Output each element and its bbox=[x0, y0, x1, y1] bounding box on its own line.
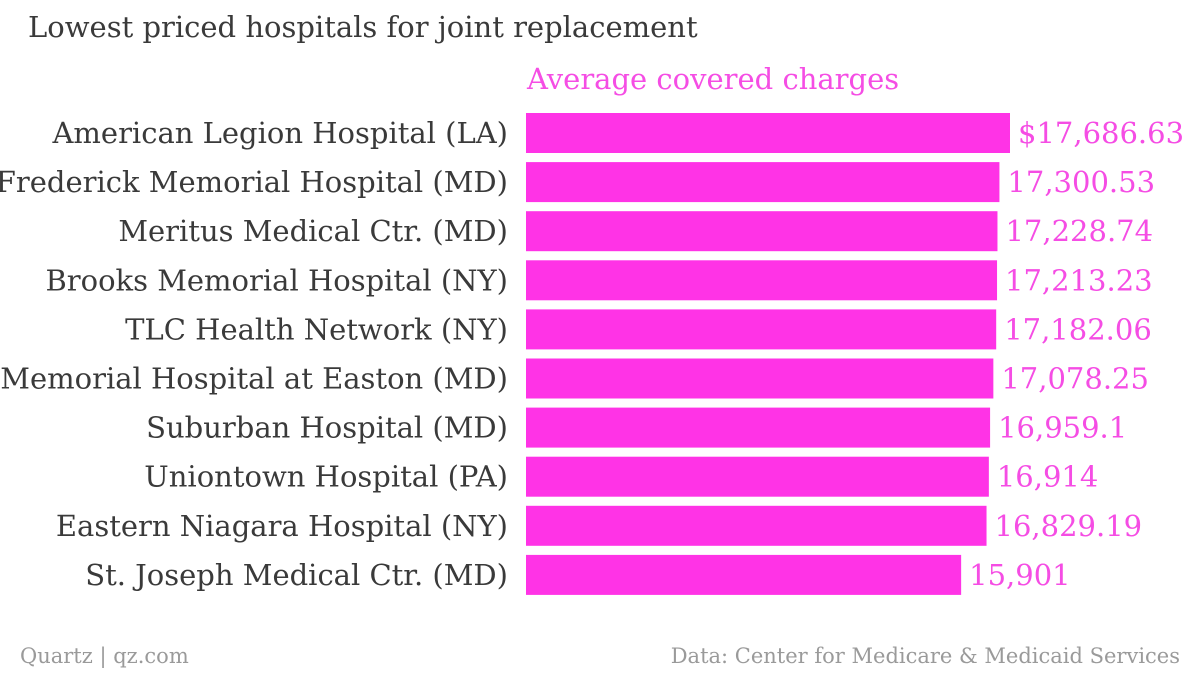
category-label: Uniontown Hospital (PA) bbox=[144, 460, 508, 494]
value-label: 15,901 bbox=[969, 558, 1070, 592]
category-label: St. Joseph Medical Ctr. (MD) bbox=[85, 558, 508, 592]
chart-title: Lowest priced hospitals for joint replac… bbox=[28, 10, 698, 44]
value-label: 17,078.25 bbox=[1001, 362, 1149, 396]
category-label: Meritus Medical Ctr. (MD) bbox=[118, 214, 508, 248]
category-label: TLC Health Network (NY) bbox=[125, 312, 508, 346]
series-label: Average covered charges bbox=[527, 62, 900, 96]
bar bbox=[526, 505, 987, 546]
value-label: $17,686.63 bbox=[1018, 116, 1184, 150]
source-credit: Quartz | qz.com bbox=[20, 644, 189, 668]
bar bbox=[526, 309, 997, 350]
category-label: Memorial Hospital at Easton (MD) bbox=[0, 362, 508, 396]
bar bbox=[526, 358, 994, 399]
bar bbox=[526, 260, 998, 301]
value-label: 16,959.1 bbox=[998, 411, 1127, 445]
category-label: Suburban Hospital (MD) bbox=[146, 411, 508, 445]
value-label: 17,213.23 bbox=[1005, 263, 1153, 297]
value-label: 16,829.19 bbox=[995, 509, 1143, 543]
value-label: 17,300.53 bbox=[1007, 165, 1155, 199]
bar bbox=[526, 456, 989, 497]
value-label: 16,914 bbox=[997, 460, 1098, 494]
category-label: Brooks Memorial Hospital (NY) bbox=[45, 263, 508, 297]
bar bbox=[526, 407, 991, 448]
category-label: Frederick Memorial Hospital (MD) bbox=[0, 165, 508, 199]
category-label: American Legion Hospital (LA) bbox=[51, 116, 508, 150]
data-source: Data: Center for Medicare & Medicaid Ser… bbox=[670, 644, 1180, 668]
bar bbox=[526, 113, 1010, 153]
bar bbox=[526, 554, 962, 595]
bar bbox=[526, 211, 998, 252]
value-label: 17,228.74 bbox=[1005, 214, 1153, 248]
bar bbox=[526, 162, 1000, 203]
value-label: 17,182.06 bbox=[1004, 312, 1152, 346]
category-label: Eastern Niagara Hospital (NY) bbox=[56, 509, 508, 543]
